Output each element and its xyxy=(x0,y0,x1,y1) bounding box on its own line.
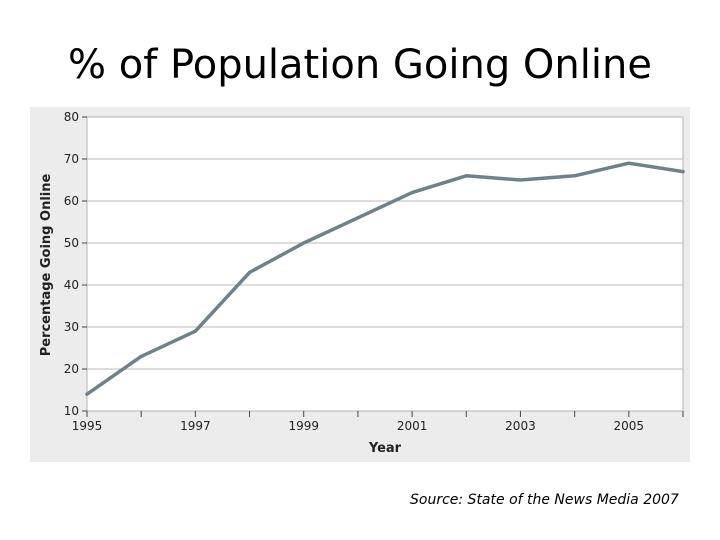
data-point xyxy=(356,216,360,220)
x-tick-label: 2003 xyxy=(505,419,536,433)
x-axis-label: Year xyxy=(368,441,402,456)
data-point xyxy=(518,178,523,182)
data-point xyxy=(85,392,89,396)
y-tick-label: 50 xyxy=(64,236,79,250)
grid-lines xyxy=(87,158,683,370)
y-tick-label: 60 xyxy=(64,194,79,208)
source-note: Source: State of the News Media 2007 xyxy=(410,492,679,508)
tick-marks xyxy=(82,116,684,417)
y-tick-label: 40 xyxy=(64,278,79,292)
plot-area xyxy=(86,116,684,412)
x-tick-label: 2005 xyxy=(614,419,645,433)
data-point xyxy=(681,170,685,174)
x-tick-label: 1999 xyxy=(288,419,319,433)
y-tick-label: 30 xyxy=(64,320,79,334)
y-axis-label: Percentage Going Online xyxy=(39,174,54,357)
slide-title: % of Population Going Online xyxy=(68,42,652,88)
tick-labels: 10 20 30 40 50 60 70 80 1995 1997 1999 2001 2003 2005 xyxy=(64,110,644,433)
y-tick-label: 20 xyxy=(64,362,79,376)
x-tick-label: 1995 xyxy=(72,419,103,433)
series-layer xyxy=(85,161,685,396)
x-tick-label: 1997 xyxy=(180,419,211,433)
data-point xyxy=(139,354,143,358)
data-point xyxy=(464,174,468,178)
series-line xyxy=(85,161,685,396)
data-point xyxy=(302,241,306,245)
y-tick-label: 10 xyxy=(64,404,79,418)
data-point xyxy=(627,161,631,165)
data-point xyxy=(193,329,197,333)
data-point xyxy=(247,270,252,274)
data-point xyxy=(410,191,414,195)
y-tick-label: 70 xyxy=(64,152,79,166)
x-tick-label: 2001 xyxy=(397,419,428,433)
data-point xyxy=(573,174,577,178)
y-tick-label: 80 xyxy=(64,110,79,124)
